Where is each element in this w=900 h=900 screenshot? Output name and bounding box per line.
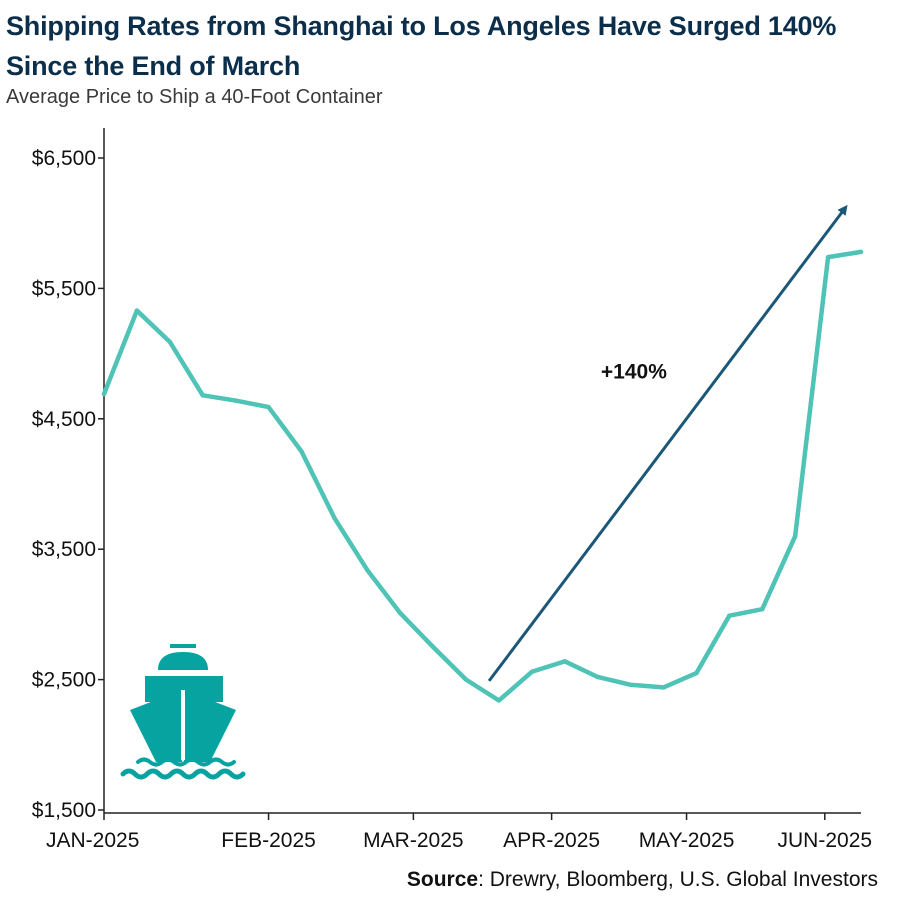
source-label: Source bbox=[406, 868, 479, 891]
x-tick-label: APR-2025 bbox=[503, 829, 600, 852]
y-tick-label: $4,500 bbox=[32, 408, 96, 431]
data-point bbox=[463, 677, 469, 682]
data-point bbox=[398, 610, 403, 616]
data-point bbox=[101, 391, 107, 397]
data-point bbox=[233, 398, 238, 403]
data-point bbox=[792, 533, 798, 539]
y-tick-label: $5,500 bbox=[32, 277, 96, 300]
data-point bbox=[562, 659, 567, 664]
series-line bbox=[101, 249, 864, 703]
x-tick-label: JAN-2025 bbox=[46, 829, 139, 852]
y-tick-label: $1,500 bbox=[32, 799, 96, 822]
data-point bbox=[825, 254, 831, 260]
data-point bbox=[430, 644, 436, 650]
data-point bbox=[727, 613, 732, 618]
x-tick-label: MAY-2025 bbox=[639, 829, 735, 852]
data-point bbox=[299, 449, 304, 454]
x-tick-label: FEB-2025 bbox=[221, 829, 316, 852]
data-point bbox=[694, 670, 699, 676]
data-point bbox=[529, 669, 535, 674]
y-tick-label: $2,500 bbox=[32, 669, 96, 692]
y-tick-label: $3,500 bbox=[32, 538, 96, 561]
data-point bbox=[496, 698, 502, 703]
data-point bbox=[167, 339, 173, 345]
data-point bbox=[595, 674, 600, 680]
source-note: Source: Drewry, Bloomberg, U.S. Global I… bbox=[407, 868, 878, 892]
annotation-label: +140% bbox=[601, 360, 667, 383]
y-tick-label: $6,500 bbox=[32, 147, 96, 170]
chart-subtitle: Average Price to Ship a 40-Foot Containe… bbox=[6, 86, 383, 108]
trend-arrow bbox=[487, 204, 848, 682]
data-point bbox=[661, 685, 666, 690]
data-point bbox=[760, 606, 765, 612]
source-text: : Drewry, Bloomberg, U.S. Global Investo… bbox=[478, 868, 878, 891]
data-point bbox=[365, 567, 370, 573]
data-point bbox=[200, 393, 205, 398]
data-point bbox=[858, 249, 864, 255]
x-tick-label: JUN-2025 bbox=[778, 829, 873, 852]
data-point bbox=[332, 515, 337, 521]
x-tick-label: MAR-2025 bbox=[363, 829, 463, 852]
data-point bbox=[628, 682, 633, 688]
data-point bbox=[266, 404, 271, 410]
cargo-ship-icon bbox=[120, 644, 246, 780]
chart-title: Shipping Rates from Shanghai to Los Ange… bbox=[6, 11, 837, 81]
data-point bbox=[134, 308, 140, 313]
